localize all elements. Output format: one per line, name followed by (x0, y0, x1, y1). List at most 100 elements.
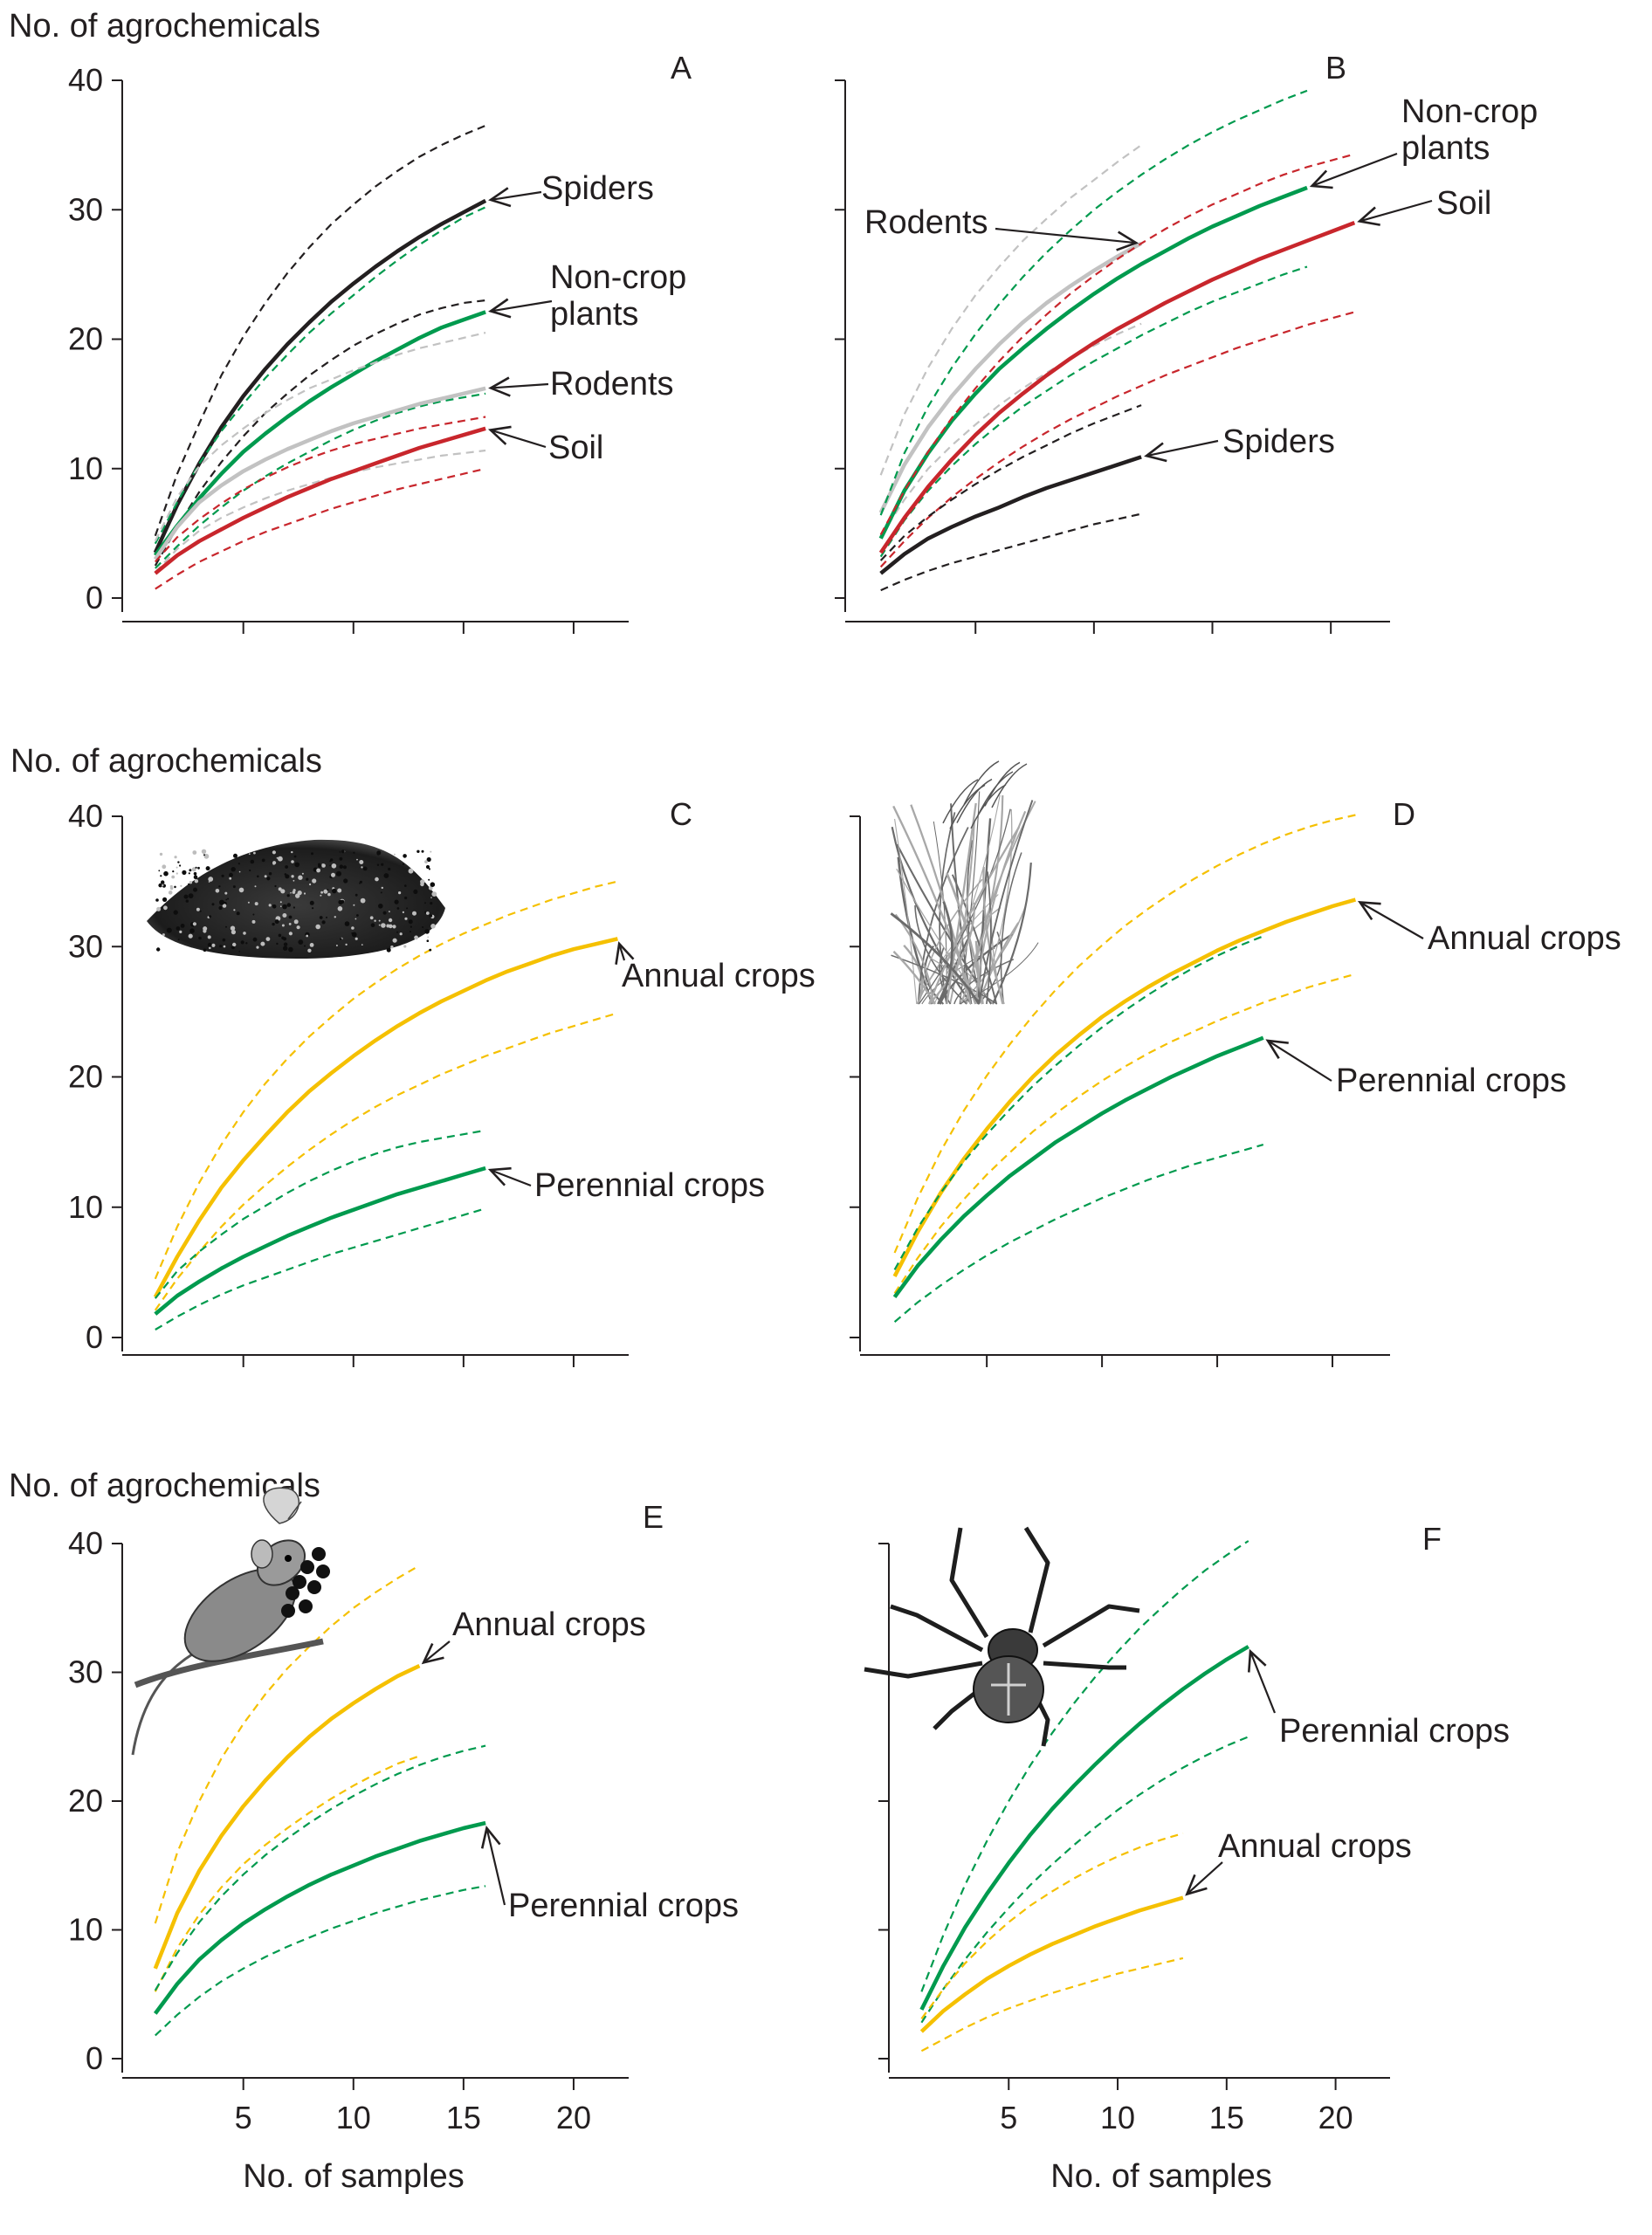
mean-line (153, 1820, 486, 2015)
annotation-label: Perennial crops (1279, 1713, 1510, 1750)
annotation-perennial-crops: Perennial crops (480, 1826, 739, 1924)
series-annual-crops (919, 1832, 1184, 2053)
series-non-crop-plants (153, 206, 486, 569)
ci-upper-line (879, 89, 1308, 516)
mean-line (153, 937, 618, 1298)
y-axis-title: No. of agrochemicals (10, 743, 322, 780)
mean-line (153, 310, 486, 557)
annotation-label: Annual crops (1428, 920, 1621, 957)
mean-line (878, 241, 1143, 514)
annotation-label: Non-crop plants (1401, 93, 1538, 167)
y-tick-label: 0 (86, 580, 103, 615)
y-tick-label: 30 (68, 928, 103, 964)
ci-lower-line (920, 1956, 1184, 2053)
annotation-non-crop-plants: Non-crop plants (488, 259, 686, 333)
annotation-label: Soil (1436, 185, 1491, 222)
ci-lower-line (155, 449, 486, 574)
ci-lower-line (155, 467, 486, 590)
annotation-arrow (995, 227, 1137, 244)
annotation-arrowhead (1265, 1039, 1289, 1059)
y-axis-title: No. of agrochemicals (9, 8, 320, 45)
annotation-arrow (1146, 439, 1219, 457)
series-annual-crops (153, 880, 618, 1311)
ci-lower-line (154, 1755, 420, 1992)
annotation-label: Spiders (541, 170, 654, 207)
annotation-arrowhead (487, 425, 512, 445)
y-tick-label: 0 (86, 1319, 103, 1355)
ci-upper-line (920, 1540, 1249, 1992)
ci-upper-line (154, 1744, 486, 1991)
panel-f: 5 10 15 20 No. of samples F Perennial crops Ann… (864, 1521, 1510, 2195)
mean-line (878, 220, 1356, 554)
annotation-arrow (1249, 1651, 1277, 1714)
series-spiders (153, 124, 487, 567)
annotation-label: Perennial crops (1336, 1062, 1566, 1099)
ci-upper-line (920, 1832, 1184, 2019)
annotation-arrowhead (1144, 442, 1167, 463)
soil-pile-illustration (147, 839, 445, 959)
annotation-arrowhead (488, 187, 512, 208)
annotation-arrow (490, 190, 542, 202)
x-axis-title: No. of samples (243, 2158, 464, 2195)
annotation-label: Non-crop plants (550, 259, 686, 333)
annotation-arrowhead (1357, 206, 1380, 226)
ci-upper-line (879, 153, 1355, 535)
annotation-annual-crops: Annual crops (421, 1606, 646, 1665)
annotation-soil: Soil (487, 425, 603, 466)
mean-line (878, 185, 1308, 540)
annotation-perennial-crops: Perennial crops (487, 1166, 765, 1204)
annotation-annual-crops: Annual crops (615, 941, 816, 994)
annotation-label: Annual crops (452, 1606, 646, 1643)
ci-lower-line (154, 1012, 618, 1311)
annotation-label: Perennial crops (508, 1888, 739, 1924)
series-perennial-crops (919, 1540, 1249, 2024)
annotation-label: Annual crops (622, 958, 816, 994)
annotation-arrowhead (1358, 901, 1381, 921)
annotation-rodents: Rodents (488, 366, 674, 402)
mean-line (919, 1645, 1249, 2011)
annotation-arrow (618, 943, 626, 961)
x-tick-label: 20 (556, 2100, 591, 2135)
annotation-arrow (490, 382, 549, 389)
series-annual-crops (892, 814, 1357, 1294)
series-perennial-crops (892, 935, 1264, 1323)
y-tick-label: 10 (68, 1912, 103, 1948)
y-tick-label: 10 (68, 450, 103, 486)
ci-lower-line (920, 1736, 1249, 2024)
ci-lower-line (155, 1207, 486, 1331)
series-non-crop-plants (878, 89, 1308, 558)
x-tick-label: 20 (1318, 2100, 1353, 2135)
annotation-arrowhead (487, 1166, 512, 1186)
annotation-arrow (485, 1827, 506, 1906)
ci-upper-line (879, 404, 1142, 561)
annotation-arrowhead (488, 298, 512, 319)
mean-line (153, 386, 486, 560)
annotation-arrow (490, 1169, 532, 1187)
annotation-label: Annual crops (1218, 1828, 1412, 1865)
annotation-perennial-crops: Perennial crops (1265, 1039, 1566, 1099)
panel-letter: F (1422, 1521, 1442, 1557)
annotation-label: Perennial crops (534, 1167, 765, 1204)
ci-upper-line (154, 206, 486, 545)
annotation-spiders: Spiders (488, 170, 654, 208)
panel-d: D Annual crops Perennial crops (850, 760, 1621, 1367)
x-tick-label: 10 (1100, 2100, 1135, 2135)
ci-upper-line (879, 144, 1142, 476)
annotation-rodents: Rodents (864, 204, 1139, 251)
mean-line (153, 1664, 421, 1970)
series-perennial-crops (153, 1744, 486, 2037)
series-rodents (878, 144, 1143, 537)
annotation-perennial-crops: Perennial crops (1247, 1648, 1510, 1750)
series-spiders (879, 404, 1142, 592)
annotation-spiders: Spiders (1144, 423, 1335, 463)
y-tick-label: 40 (68, 62, 103, 98)
mean-line (153, 198, 487, 554)
annotation-annual-crops: Annual crops (1185, 1828, 1412, 1896)
spider-illustration (864, 1526, 1140, 1747)
x-tick-label: 5 (1000, 2100, 1017, 2135)
ci-lower-line (879, 322, 1142, 537)
annotation-arrowhead (1116, 230, 1139, 251)
ci-lower-line (879, 311, 1355, 568)
